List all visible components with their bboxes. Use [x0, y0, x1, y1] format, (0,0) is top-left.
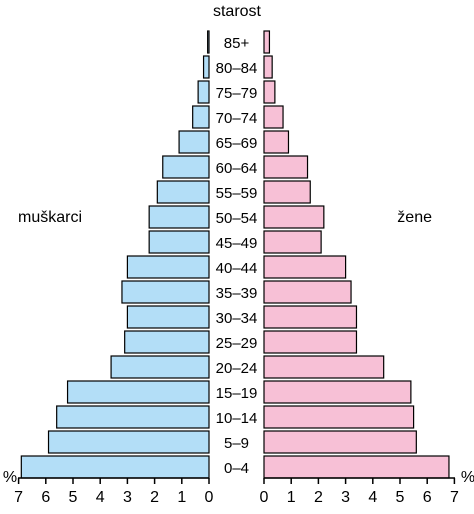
bar-women-12: [263, 155, 309, 179]
right-series-label: žene: [397, 209, 432, 226]
age-label-1: 5–9: [224, 435, 249, 452]
bar-men-15: [197, 80, 210, 104]
age-label-8: 40–44: [216, 260, 258, 277]
age-label-6: 30–34: [216, 310, 258, 327]
bar-men-12: [162, 155, 210, 179]
age-label-4: 20–24: [216, 360, 258, 377]
right-tick-label-3: 3: [341, 489, 350, 506]
age-label-11: 55–59: [216, 185, 258, 202]
bar-men-13: [178, 130, 210, 154]
left-tick-label-7: 7: [14, 489, 23, 506]
bar-men-10: [148, 205, 210, 229]
age-label-5: 25–29: [216, 335, 258, 352]
right-axis-unit: %: [461, 469, 474, 486]
age-label-7: 35–39: [216, 285, 258, 302]
age-label-0: 0–4: [224, 460, 249, 477]
bar-men-16: [202, 55, 210, 79]
left-tick-label-2: 2: [150, 489, 159, 506]
left-tick-label-1: 1: [177, 489, 186, 506]
right-tick-label-4: 4: [368, 489, 377, 506]
bar-women-11: [263, 180, 311, 204]
age-label-13: 65–69: [216, 135, 258, 152]
bar-men-1: [47, 430, 210, 454]
age-label-3: 15–19: [216, 385, 258, 402]
bar-women-0: [263, 455, 450, 479]
age-label-14: 70–74: [216, 110, 258, 127]
bar-men-17: [207, 30, 210, 54]
right-tick-label-1: 1: [287, 489, 296, 506]
bar-men-2: [56, 405, 210, 429]
age-label-9: 45–49: [216, 235, 258, 252]
age-label-10: 50–54: [216, 210, 258, 227]
bar-men-4: [110, 355, 210, 379]
bar-men-7: [121, 280, 210, 304]
age-label-15: 75–79: [216, 85, 258, 102]
left-axis-unit: %: [3, 469, 17, 486]
bar-women-4: [263, 355, 385, 379]
bar-women-16: [263, 55, 273, 79]
bar-women-13: [263, 130, 290, 154]
right-tick-label-0: 0: [260, 489, 269, 506]
bar-men-6: [126, 305, 210, 329]
bar-men-0: [20, 455, 210, 479]
bar-men-3: [66, 380, 210, 404]
left-series-label: muškarci: [18, 209, 82, 226]
age-label-2: 10–14: [216, 410, 258, 427]
right-tick-label-6: 6: [423, 489, 432, 506]
bar-women-1: [263, 430, 417, 454]
left-tick-label-6: 6: [41, 489, 50, 506]
age-group-labels: 0–4 5–9 10–14 15–19 20–24 25–29 30–34 35–39 40–4…: [216, 35, 258, 477]
bar-women-15: [263, 80, 276, 104]
bar-women-3: [263, 380, 412, 404]
left-tick-label-0: 0: [205, 489, 214, 506]
bar-women-7: [263, 280, 352, 304]
bar-women-6: [263, 305, 358, 329]
left-tick-label-3: 3: [123, 489, 132, 506]
left-tick-label-5: 5: [69, 489, 78, 506]
bar-men-11: [156, 180, 210, 204]
axes-group: 7 7 6 6 5 5 4 4 3 3 2 2 1 1 0 0: [14, 477, 459, 506]
left-tick-label-4: 4: [96, 489, 105, 506]
age-label-12: 60–64: [216, 160, 258, 177]
bar-men-8: [126, 255, 210, 279]
right-tick-label-7: 7: [450, 489, 459, 506]
bar-women-17: [263, 30, 271, 54]
age-label-17: 85+: [224, 35, 250, 52]
bar-men-14: [192, 105, 210, 129]
bar-women-5: [263, 330, 358, 354]
bar-women-10: [263, 205, 325, 229]
bar-women-8: [263, 255, 347, 279]
bar-women-9: [263, 230, 322, 254]
bar-women-2: [263, 405, 415, 429]
bar-men-9: [148, 230, 210, 254]
right-tick-label-5: 5: [396, 489, 405, 506]
bar-women-14: [263, 105, 284, 129]
bars-group: [20, 30, 450, 479]
right-tick-label-2: 2: [314, 489, 323, 506]
bar-men-5: [124, 330, 210, 354]
chart-title: starost: [213, 3, 262, 20]
age-label-16: 80–84: [216, 60, 258, 77]
